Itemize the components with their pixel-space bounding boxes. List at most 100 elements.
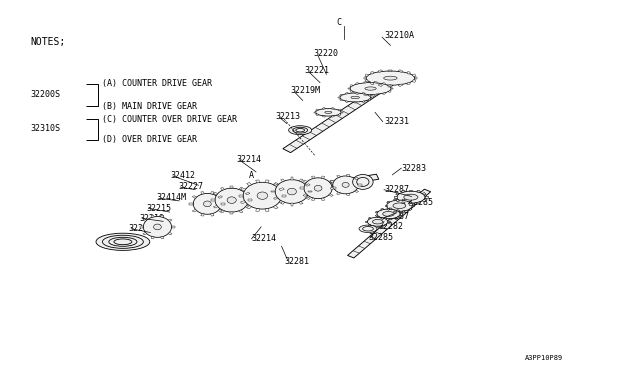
Polygon shape [332,187,336,189]
Polygon shape [369,217,371,219]
Ellipse shape [287,188,296,195]
Polygon shape [140,226,143,228]
Polygon shape [338,109,341,111]
Ellipse shape [109,237,137,246]
Polygon shape [332,115,334,117]
Polygon shape [383,92,386,94]
Polygon shape [387,208,390,210]
Polygon shape [341,112,343,113]
Polygon shape [201,214,204,216]
Polygon shape [192,196,197,198]
Ellipse shape [342,182,349,187]
Text: (D) OVER DRIVE GEAR: (D) OVER DRIVE GEAR [102,135,197,144]
Polygon shape [370,71,374,74]
Polygon shape [398,84,403,87]
Polygon shape [248,199,252,201]
Polygon shape [338,114,341,116]
Polygon shape [389,208,392,209]
Text: 32231: 32231 [384,117,409,126]
Ellipse shape [372,219,383,224]
Text: 32227: 32227 [178,182,203,191]
Text: 32219M: 32219M [291,86,321,95]
Ellipse shape [397,191,425,203]
Ellipse shape [289,126,312,135]
Text: 32219: 32219 [140,214,164,223]
Polygon shape [355,92,358,94]
Polygon shape [337,175,340,177]
Polygon shape [362,92,365,94]
Ellipse shape [363,227,373,231]
Polygon shape [369,224,371,226]
Ellipse shape [367,217,388,226]
Polygon shape [168,219,172,221]
Text: 32287: 32287 [384,185,409,194]
Polygon shape [303,194,308,196]
Polygon shape [417,202,420,204]
Text: 32215: 32215 [146,204,171,213]
Ellipse shape [204,201,211,207]
Text: 32214: 32214 [252,234,276,243]
Polygon shape [381,208,384,210]
Polygon shape [314,112,316,113]
Polygon shape [256,209,260,211]
Polygon shape [256,180,260,183]
Polygon shape [218,209,223,212]
Polygon shape [211,192,214,194]
Polygon shape [241,188,246,191]
Polygon shape [370,82,374,85]
Polygon shape [337,192,340,195]
Polygon shape [365,80,369,82]
Polygon shape [291,177,293,180]
Polygon shape [194,174,379,209]
Polygon shape [192,209,197,212]
Polygon shape [388,85,391,87]
Polygon shape [305,184,310,186]
Polygon shape [383,83,386,85]
Ellipse shape [114,239,132,245]
Polygon shape [346,193,349,196]
Polygon shape [161,237,164,239]
Polygon shape [397,217,399,218]
Polygon shape [279,188,284,191]
Polygon shape [265,209,269,211]
Polygon shape [400,213,402,215]
Polygon shape [168,232,172,235]
Text: C: C [337,18,342,27]
Polygon shape [346,174,349,176]
Ellipse shape [154,224,161,230]
Polygon shape [378,84,383,87]
Polygon shape [300,187,304,189]
Polygon shape [299,202,303,204]
Polygon shape [376,216,378,217]
Ellipse shape [325,111,332,113]
Polygon shape [376,215,378,217]
Polygon shape [402,211,405,212]
Ellipse shape [333,176,358,194]
Ellipse shape [257,192,268,199]
Ellipse shape [377,209,400,219]
Text: 32310S: 32310S [31,124,61,133]
Ellipse shape [296,128,305,132]
Polygon shape [397,209,399,211]
Polygon shape [401,190,405,192]
Polygon shape [354,92,356,93]
Polygon shape [388,70,392,71]
Text: (C) COUNTER OVER DRIVE GEAR: (C) COUNTER OVER DRIVE GEAR [102,115,237,124]
Polygon shape [374,94,378,96]
Polygon shape [415,77,417,79]
Polygon shape [358,184,362,186]
Polygon shape [387,201,390,203]
Polygon shape [161,215,164,217]
Polygon shape [381,218,384,219]
Polygon shape [364,81,367,83]
Polygon shape [407,71,411,74]
Polygon shape [218,196,223,198]
Polygon shape [374,81,378,83]
Polygon shape [239,210,243,213]
Ellipse shape [316,109,341,116]
Polygon shape [308,191,312,192]
Polygon shape [417,190,420,192]
Polygon shape [355,83,358,85]
Polygon shape [394,196,397,198]
Polygon shape [425,196,428,198]
